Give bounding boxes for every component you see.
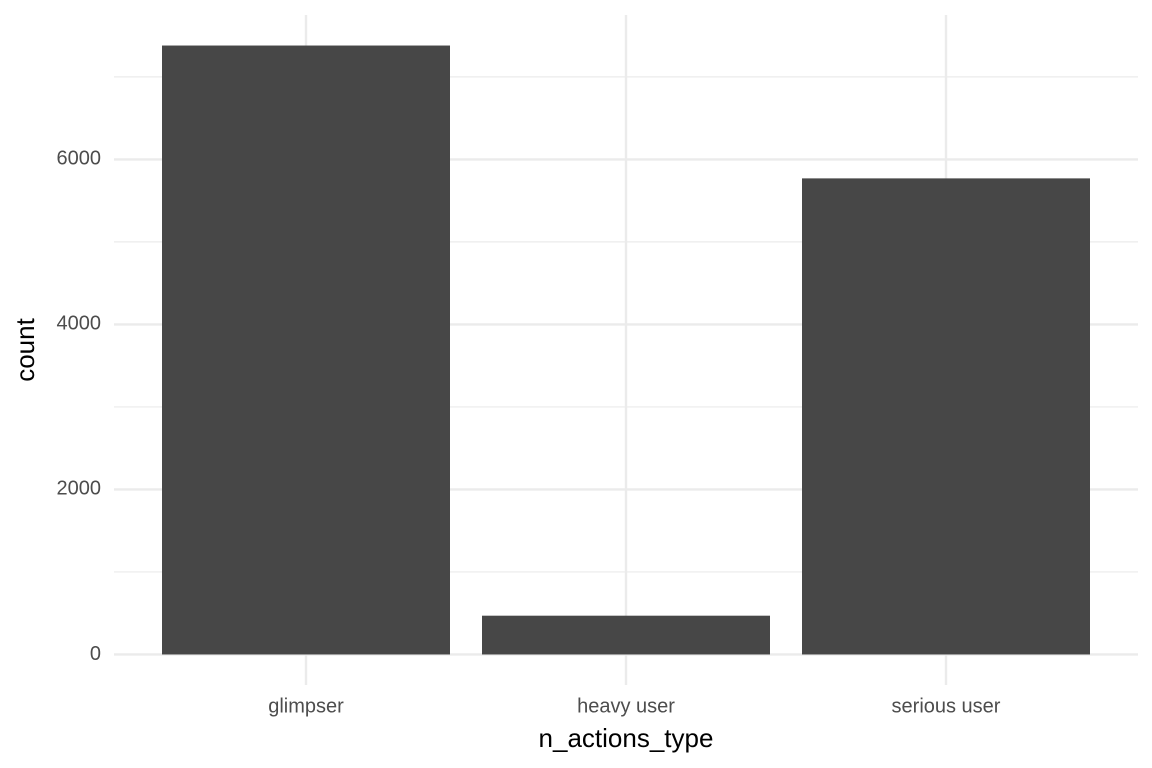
bar — [162, 45, 450, 655]
y-tick-label: 0 — [90, 643, 101, 665]
x-tick-label: serious user — [892, 695, 1001, 717]
y-tick-label: 4000 — [57, 313, 102, 335]
x-tick-label: heavy user — [577, 695, 675, 717]
y-tick-label: 6000 — [57, 148, 102, 170]
y-tick-label: 2000 — [57, 478, 102, 500]
x-axis-title: n_actions_type — [539, 723, 714, 753]
y-axis-title: count — [10, 317, 40, 381]
x-tick-label: glimpser — [268, 695, 344, 717]
bar — [482, 615, 770, 655]
bar — [802, 178, 1090, 655]
